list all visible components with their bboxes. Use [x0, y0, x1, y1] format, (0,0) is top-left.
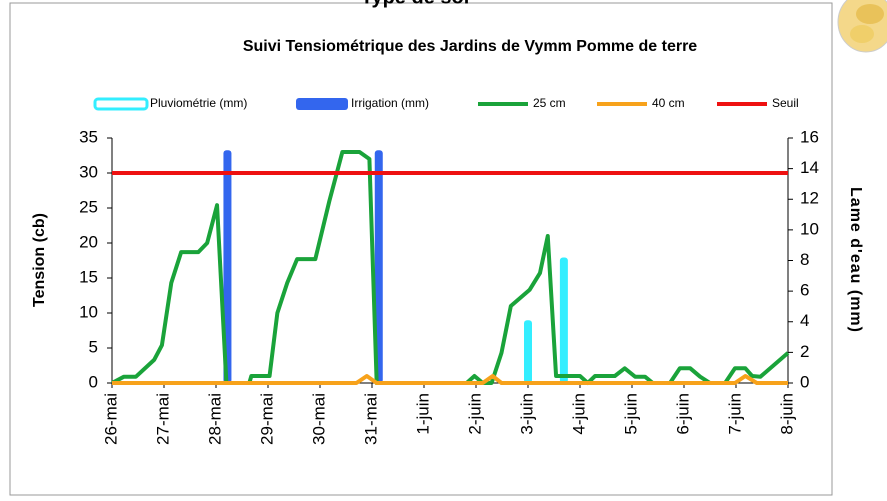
x-tick-label: 31-mai: [361, 393, 380, 445]
x-tick-label: 3-juin: [517, 393, 536, 435]
x-tick-label: 7-juin: [725, 393, 744, 435]
y2-tick-label: 16: [800, 127, 819, 146]
x-tick-label: 29-mai: [257, 393, 276, 445]
y-tick-label: 20: [79, 232, 98, 251]
legend-label: 40 cm: [652, 96, 685, 110]
y-tick-label: 0: [89, 372, 98, 391]
x-tick-label: 2-juin: [465, 393, 484, 435]
x-tick-label: 4-juin: [569, 393, 588, 435]
x-tick-label: 28-mai: [205, 393, 224, 445]
x-tick-label: 1-juin: [413, 393, 432, 435]
x-tick-label: 27-mai: [153, 393, 172, 445]
y2-tick-label: 0: [800, 372, 809, 391]
x-tick-label: 30-mai: [309, 393, 328, 445]
y-tick-label: 15: [79, 267, 98, 286]
page-title: Type de sol: [361, 0, 470, 8]
y-tick-label: 5: [89, 337, 98, 356]
legend-label: 25 cm: [533, 96, 566, 110]
legend-swatch: [93, 97, 149, 111]
legend-label: Seuil: [772, 96, 799, 110]
y-tick-label: 10: [79, 302, 98, 321]
chart-title: Suivi Tensiométrique des Jardins de Vymm…: [243, 38, 697, 55]
line-series: [111, 150, 790, 385]
chart-frame: [9, 2, 833, 496]
y2-tick-label: 10: [800, 219, 819, 238]
legend-swatch: [296, 98, 348, 110]
line-series: [112, 374, 788, 385]
x-tick-label: 6-juin: [673, 393, 692, 435]
y2-tick-label: 2: [800, 342, 809, 361]
y-tick-label: 35: [79, 127, 98, 146]
y2-tick-label: 12: [800, 189, 819, 208]
x-tick-label: 26-mai: [101, 393, 120, 445]
potato-image: [837, 0, 887, 53]
y-axis-title: Tension (cb): [31, 213, 48, 307]
y2-tick-label: 14: [800, 158, 819, 177]
y-tick-label: 30: [79, 162, 98, 181]
x-tick-label: 8-juin: [777, 393, 796, 435]
legend-label: Pluviométrie (mm): [150, 96, 247, 110]
legend-label: Irrigation (mm): [351, 96, 429, 110]
y-tick-label: 25: [79, 197, 98, 216]
y2-axis-title: Lame d'eau (mm): [847, 187, 864, 333]
x-tick-label: 5-juin: [621, 393, 640, 435]
bar: [559, 257, 568, 383]
y2-tick-label: 4: [800, 311, 809, 330]
y2-tick-label: 6: [800, 281, 809, 300]
bar: [524, 320, 532, 383]
bar: [223, 150, 232, 383]
y2-tick-label: 8: [800, 250, 809, 269]
